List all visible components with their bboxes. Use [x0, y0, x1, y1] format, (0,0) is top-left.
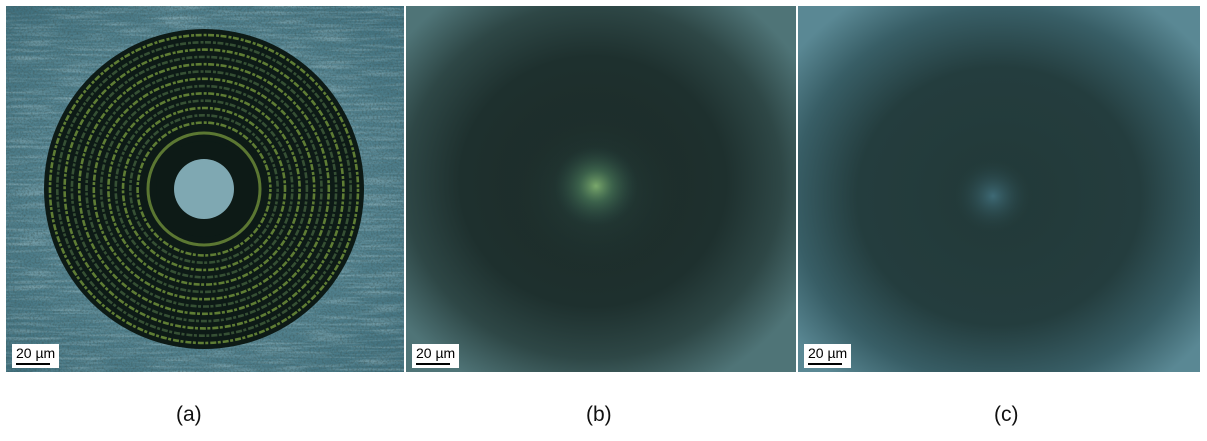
zone-ring	[48, 33, 360, 345]
focal-spot-b	[554, 146, 638, 226]
micrograph-panel-a: 20 µm	[6, 6, 404, 372]
zone-ring	[85, 70, 323, 308]
zone-ring	[92, 77, 316, 301]
scale-bar-line	[416, 363, 450, 365]
scale-bar-b: 20 µm	[412, 344, 460, 368]
scale-bar-line	[808, 363, 842, 365]
scale-bar-label: 20 µm	[416, 345, 456, 361]
zone-ring	[136, 121, 272, 257]
zone-ring	[77, 62, 331, 316]
scale-bar-label: 20 µm	[808, 345, 848, 361]
scale-bar-line	[16, 363, 50, 365]
zone-plate-image	[6, 6, 404, 372]
caption-a: (a)	[176, 403, 202, 426]
zone-ring	[63, 48, 345, 330]
zone-ring	[107, 92, 301, 286]
focal-spot-c	[953, 158, 1033, 234]
micrograph-panel-c: 20 µm	[798, 6, 1200, 372]
focused-spot-image	[406, 6, 796, 372]
zone-ring	[129, 114, 279, 264]
zone-ring	[70, 55, 338, 323]
caption-c: (c)	[994, 403, 1019, 426]
zone-ring	[99, 84, 309, 294]
micrograph-panel-b: 20 µm	[406, 6, 796, 372]
zone-plate-rings	[44, 29, 364, 349]
scale-bar-a: 20 µm	[12, 344, 60, 368]
zone-plate-center	[174, 159, 234, 219]
scale-bar-label: 20 µm	[16, 345, 56, 361]
zone-ring	[146, 131, 262, 247]
defocused-spot-image	[798, 6, 1200, 372]
scale-bar-c: 20 µm	[804, 344, 852, 368]
zone-ring	[114, 99, 294, 279]
zone-ring	[121, 106, 287, 272]
caption-b: (b)	[586, 403, 612, 426]
zone-ring	[56, 41, 352, 337]
